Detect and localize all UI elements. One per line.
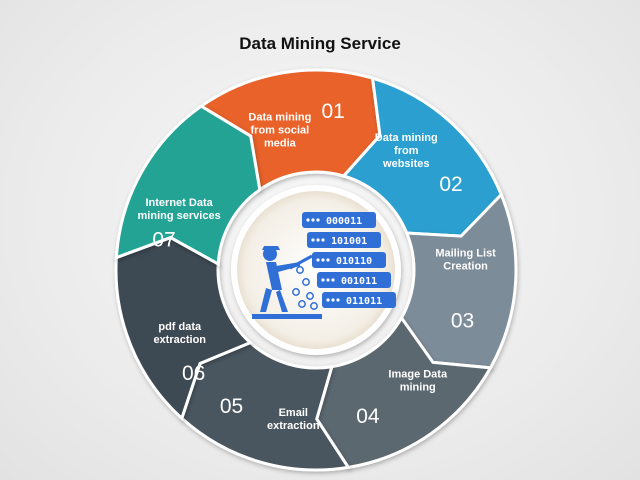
ground-platform xyxy=(252,314,322,319)
pickaxe-handle xyxy=(289,254,313,270)
server-led xyxy=(331,278,335,282)
step-label-line: Creation xyxy=(443,261,488,273)
step-label-line: mining services xyxy=(138,210,221,222)
step-label-line: pdf data xyxy=(158,321,202,333)
data-particle xyxy=(302,278,310,286)
server-led xyxy=(316,238,320,242)
step-label-07: Internet Data mining services xyxy=(138,197,221,222)
miner-worker-icon xyxy=(252,246,322,319)
worker-helmet xyxy=(262,246,280,250)
server-led xyxy=(326,278,330,282)
step-number-06: 06 xyxy=(182,362,205,385)
step-number-01: 01 xyxy=(321,100,344,123)
diagram-title: Data Mining Service xyxy=(239,34,401,53)
data-particle xyxy=(296,266,304,274)
step-label-line: from social xyxy=(251,125,310,137)
server-led xyxy=(306,218,310,222)
step-label-line: Data mining xyxy=(375,132,438,144)
server-block xyxy=(302,212,376,228)
step-label-line: Image Data xyxy=(388,369,448,381)
server-led xyxy=(331,298,335,302)
worker-leg xyxy=(276,290,288,312)
server-stack-icon: 000011 101001 010110 001011 011011 xyxy=(302,212,396,308)
step-label-04: Image Data mining xyxy=(388,369,448,394)
step-label-line: extraction xyxy=(153,334,206,346)
server-led xyxy=(326,298,330,302)
step-label-line: media xyxy=(264,138,297,150)
server-led xyxy=(316,218,320,222)
center-illustration: 000011 101001 010110 001011 011011 xyxy=(231,185,401,355)
worker-body xyxy=(266,262,282,290)
server-led xyxy=(311,238,315,242)
server-led xyxy=(336,298,340,302)
server-led xyxy=(316,258,320,262)
server-block xyxy=(312,252,386,268)
server-block xyxy=(322,292,396,308)
data-particle xyxy=(310,302,318,310)
server-led xyxy=(321,258,325,262)
step-number-05: 05 xyxy=(220,395,243,418)
step-label-line: mining xyxy=(400,382,436,394)
worker-head xyxy=(263,247,277,261)
binary-code: 010110 xyxy=(336,256,372,267)
step-label-line: Internet Data xyxy=(145,197,213,209)
binary-code: 101001 xyxy=(331,236,367,247)
server-block xyxy=(307,232,381,248)
step-label-line: websites xyxy=(382,158,429,170)
binary-code: 000011 xyxy=(326,216,362,227)
binary-code: 011011 xyxy=(346,296,382,307)
center-circle xyxy=(231,185,401,355)
step-label-02: Data mining from websites xyxy=(375,132,438,170)
step-number-04: 04 xyxy=(356,405,380,428)
server-led xyxy=(311,218,315,222)
data-particle xyxy=(306,292,314,300)
step-segment-07 xyxy=(114,104,262,267)
step-label-line: Email xyxy=(279,407,308,419)
server-block xyxy=(317,272,391,288)
step-label-03: Mailing List Creation xyxy=(435,248,496,273)
step-label-line: Data mining xyxy=(248,112,311,124)
step-label-line: from xyxy=(394,145,419,157)
binary-code: 001011 xyxy=(341,276,377,287)
step-number-03: 03 xyxy=(451,309,474,332)
step-label-06: pdf data extraction xyxy=(153,321,206,346)
step-label-05: Email extraction xyxy=(267,407,320,432)
data-particle xyxy=(298,300,306,308)
server-led xyxy=(326,258,330,262)
server-led xyxy=(321,278,325,282)
step-number-07: 07 xyxy=(152,229,175,252)
server-led xyxy=(321,238,325,242)
step-label-01: Data mining from social media xyxy=(248,112,311,150)
data-particle xyxy=(292,288,300,296)
step-label-line: Mailing List xyxy=(435,248,496,260)
step-number-02: 02 xyxy=(439,173,462,196)
step-label-line: extraction xyxy=(267,420,320,432)
worker-leg xyxy=(260,288,272,312)
